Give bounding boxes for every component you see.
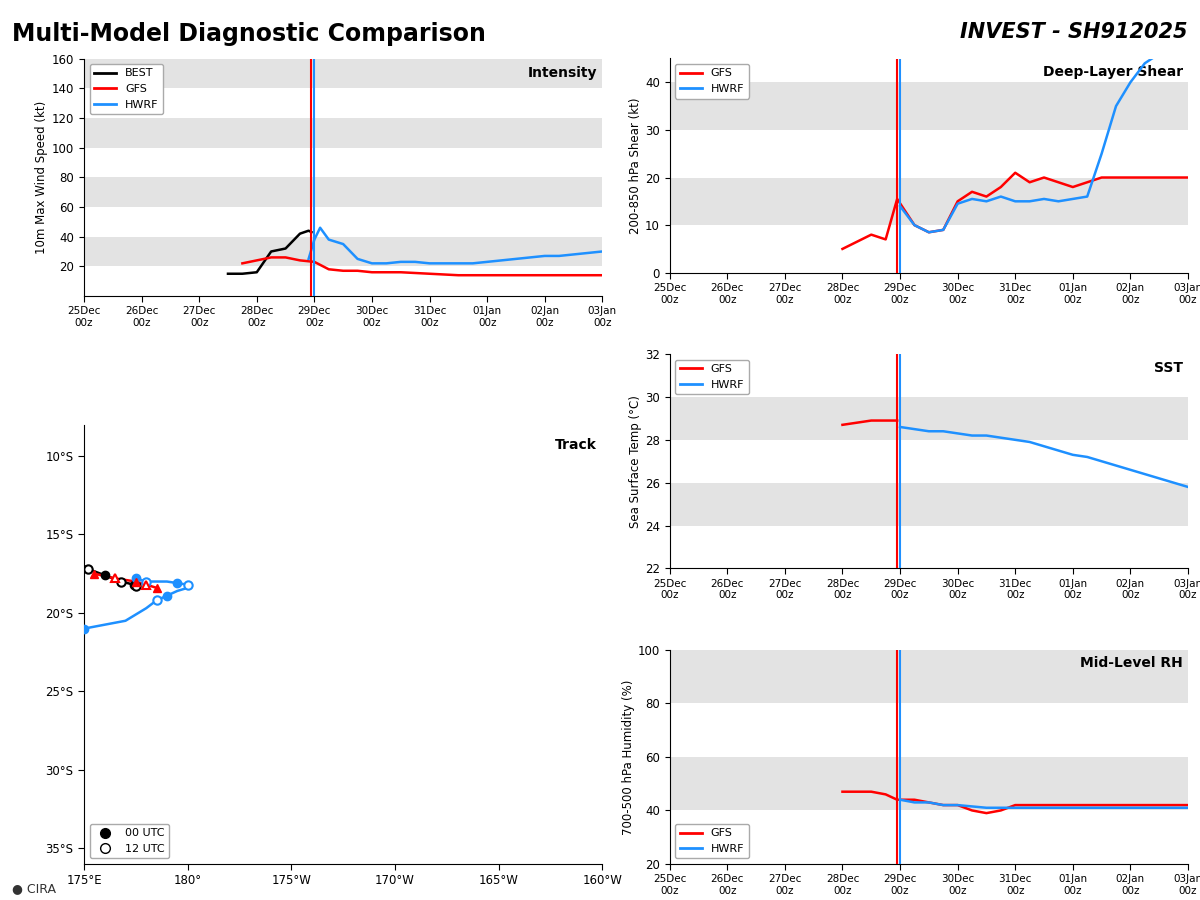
Bar [670,82,1188,130]
Bar [670,482,1188,526]
Legend: GFS, HWRF: GFS, HWRF [676,64,749,98]
Text: Multi-Model Diagnostic Comparison: Multi-Model Diagnostic Comparison [12,22,486,47]
Text: SST: SST [1154,361,1183,374]
Text: Intensity: Intensity [528,66,598,79]
Text: Deep-Layer Shear: Deep-Layer Shear [1043,65,1183,79]
Bar [84,237,602,266]
Bar [670,177,1188,225]
Legend: GFS, HWRF: GFS, HWRF [676,824,749,859]
Bar [670,757,1188,810]
Y-axis label: 10m Max Wind Speed (kt): 10m Max Wind Speed (kt) [35,101,48,254]
Text: INVEST - SH912025: INVEST - SH912025 [960,22,1188,42]
Bar [84,118,602,148]
Legend: 00 UTC, 12 UTC: 00 UTC, 12 UTC [90,824,169,859]
Text: Mid-Level RH: Mid-Level RH [1080,656,1183,670]
Bar [84,58,602,88]
Y-axis label: Sea Surface Temp (°C): Sea Surface Temp (°C) [629,395,642,527]
Text: Track: Track [556,437,598,452]
Y-axis label: 200-850 hPa Shear (kt): 200-850 hPa Shear (kt) [629,97,642,234]
Bar [670,650,1188,703]
Bar [84,177,602,207]
Text: ● CIRA: ● CIRA [12,883,56,896]
Bar [670,397,1188,440]
Y-axis label: 700-500 hPa Humidity (%): 700-500 hPa Humidity (%) [622,680,635,834]
Legend: BEST, GFS, HWRF: BEST, GFS, HWRF [90,64,163,114]
Legend: GFS, HWRF: GFS, HWRF [676,360,749,394]
